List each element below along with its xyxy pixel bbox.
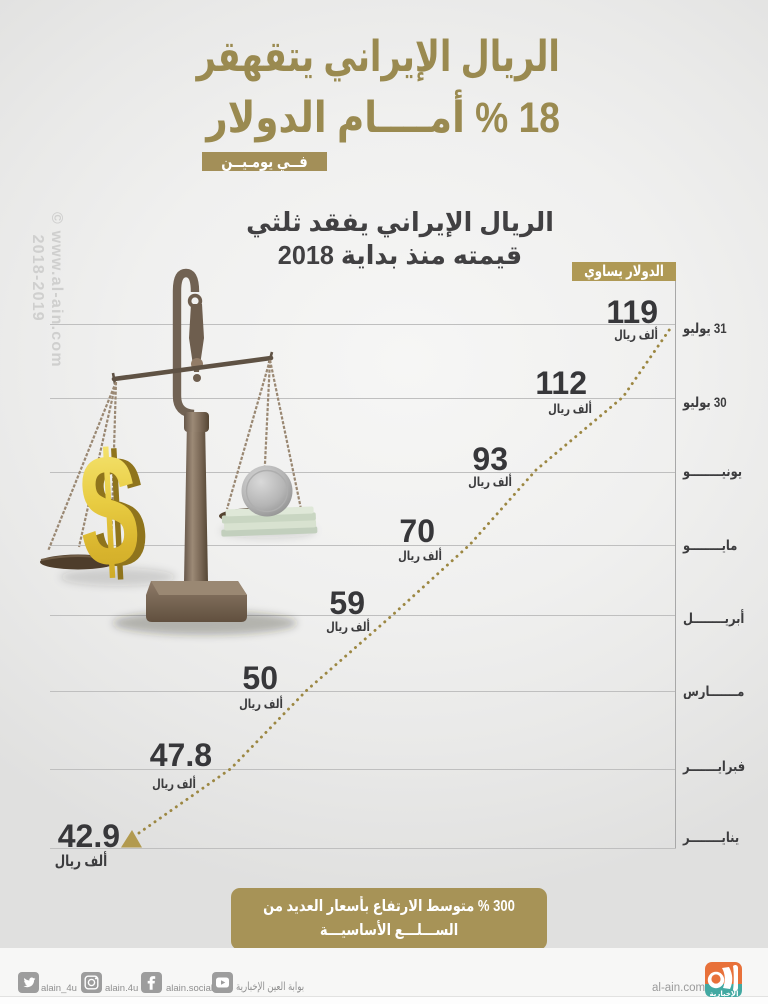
svg-text:$: $ xyxy=(84,421,151,604)
svg-text:الإخبارية: الإخبارية xyxy=(709,991,738,998)
svg-text:$: $ xyxy=(75,419,142,602)
